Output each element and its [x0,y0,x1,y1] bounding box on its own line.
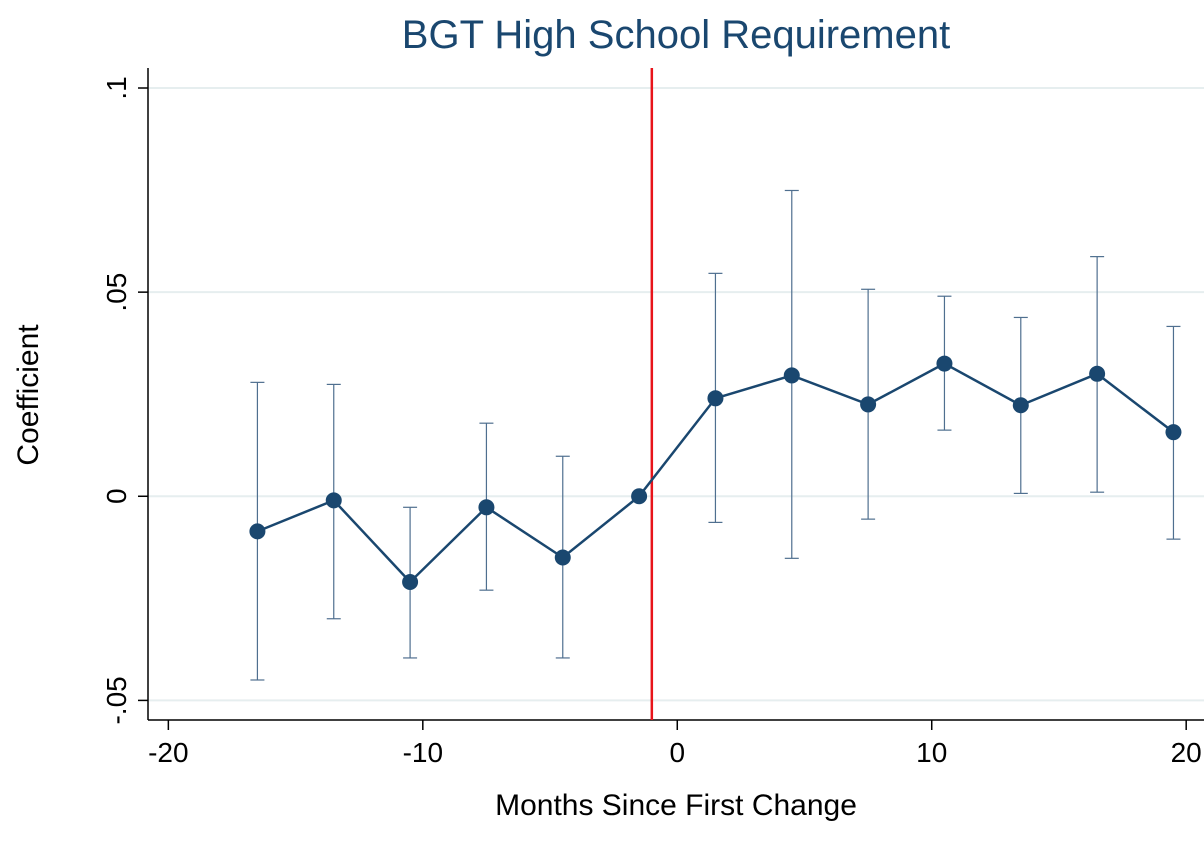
y-tick-label: -.05 [101,676,132,724]
point [936,355,953,372]
x-tick-label: -10 [403,737,443,768]
point [1089,365,1106,382]
point [783,367,800,384]
point [554,549,571,566]
chart-title: BGT High School Requirement [402,13,950,57]
point [860,396,877,413]
point [707,390,724,407]
y-tick-label: 0 [101,488,132,504]
point [478,499,495,516]
point [1012,397,1029,414]
point [631,488,648,505]
y-tick-label: .1 [101,76,132,99]
x-tick-label: 0 [669,737,685,768]
point [249,523,266,540]
y-tick-label: .05 [101,273,132,312]
x-tick-label: 20 [1171,737,1202,768]
x-tick-label: 10 [916,737,947,768]
point [1165,424,1182,441]
x-axis-label: Months Since First Change [495,789,857,822]
x-tick-label: -20 [148,737,188,768]
y-axis-label: Coefficient [12,324,45,466]
point [402,574,419,591]
point [325,492,342,509]
